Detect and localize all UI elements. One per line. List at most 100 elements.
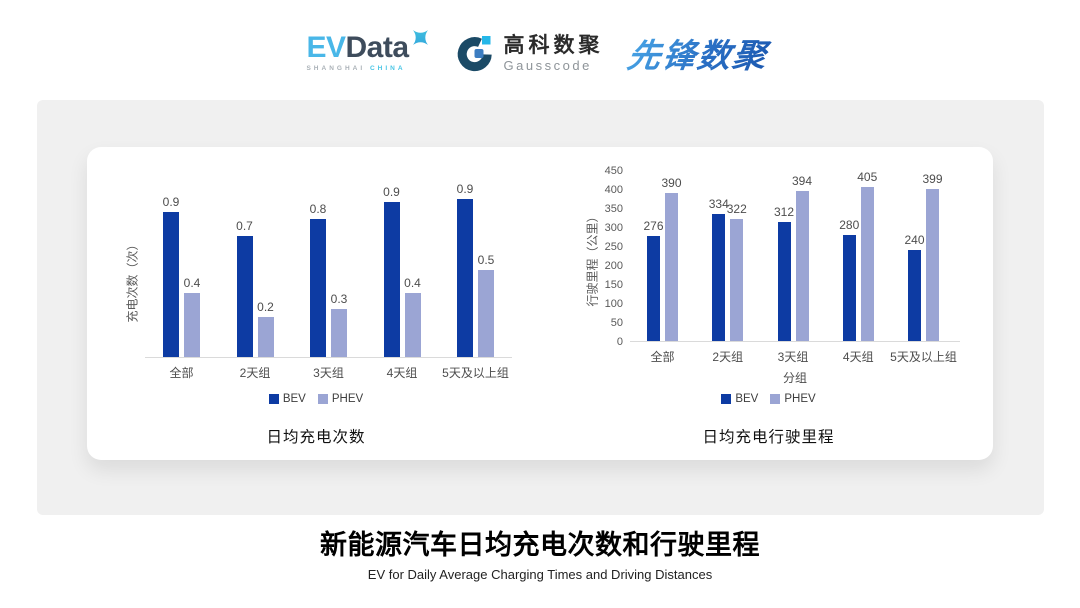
gausscode-en-text: Gausscode — [503, 57, 592, 73]
bar-group-4天组: 0.9 0.4 — [383, 185, 421, 357]
y-tick-label: 350 — [604, 203, 623, 215]
bar-value-label: 0.2 — [257, 300, 274, 314]
chart-caption: 日均充电行驶里程 — [702, 429, 835, 446]
bar-group-全部: 276 390 — [643, 171, 682, 341]
bar-bev-3天组: 0.8 — [310, 202, 326, 357]
plot-area: 276 390 334 322 312 394 280 405 240 399 — [630, 170, 960, 342]
g-ring-icon — [457, 36, 492, 72]
category-cell: 5天及以上组 — [442, 364, 509, 381]
gausscode-logo: 高科数聚 Gausscode — [455, 33, 604, 73]
category-cell: 3天组 — [310, 364, 347, 381]
legend-label-bev: BEV — [735, 393, 759, 405]
bar-value-label: 334 — [708, 197, 729, 211]
legend: BEV PHEV — [575, 393, 962, 405]
bar-value-label: 0.4 — [404, 276, 421, 290]
category-label: 3天组 — [313, 366, 344, 380]
y-tick-label: 100 — [604, 298, 623, 310]
category-label: 3天组 — [777, 350, 809, 364]
y-tick-label: 50 — [610, 317, 623, 329]
bar-group-全部: 0.9 0.4 — [163, 195, 201, 357]
evdata-subtext: SHANGHAI CHINA — [306, 66, 430, 73]
category-axis: 全部 2天组 3天组 4天组 5天及以上组 — [630, 348, 960, 365]
evdata-data-text: Data — [345, 31, 410, 65]
category-label: 4天组 — [842, 350, 874, 364]
bar-value-label: 0.9 — [383, 185, 400, 199]
y-tick-label: 300 — [604, 222, 623, 234]
legend-label-bev: BEV — [282, 393, 306, 405]
bar-group-3天组: 312 394 — [774, 171, 812, 341]
page-title: 新能源汽车日均充电次数和行驶里程 — [320, 530, 760, 560]
page-subtitle: EV for Daily Average Charging Times and … — [367, 567, 713, 582]
bar-value-label: 322 — [726, 202, 747, 216]
bar-value-label: 0.5 — [477, 253, 495, 267]
bar-phev-5天及以上组: 0.5 — [478, 253, 494, 357]
category-label: 4天组 — [386, 366, 418, 380]
category-label: 2天组 — [239, 366, 271, 380]
bar-value-label: 0.9 — [162, 195, 180, 209]
bar-value-label: 0.7 — [236, 219, 253, 233]
bar-value-label: 276 — [643, 219, 664, 233]
bar-group-5天及以上组: 0.9 0.5 — [457, 182, 494, 357]
legend-swatch-phev — [770, 394, 781, 404]
evdata-ev-text: EV — [306, 31, 346, 65]
bar-value-label: 0.4 — [183, 276, 201, 290]
y-tick-label: 450 — [604, 165, 623, 177]
bar-phev-3天组: 394 — [792, 174, 812, 341]
bar-value-label: 0.3 — [330, 292, 348, 306]
bar-group-2天组: 334 322 — [709, 171, 747, 341]
y-axis-label: 充电次数（次） — [125, 238, 140, 323]
category-cell: 2天组 — [712, 348, 743, 365]
category-label: 5天及以上组 — [890, 350, 957, 364]
bar-bev-全部: 0.9 — [163, 195, 179, 357]
category-label: 5天及以上组 — [442, 366, 509, 380]
bar-value-label: 280 — [839, 218, 860, 232]
bar-phev-2天组: 322 — [727, 202, 747, 341]
category-cell: 5天及以上组 — [890, 348, 957, 365]
category-cell: 4天组 — [384, 364, 421, 381]
bar-bev-全部: 276 — [643, 219, 664, 341]
category-cell: 3天组 — [778, 348, 809, 365]
bar-bev-4天组: 0.9 — [383, 185, 400, 357]
bar-value-label: 390 — [661, 176, 682, 190]
bar-group-3天组: 0.8 0.3 — [310, 197, 347, 357]
bar-value-label: 0.8 — [309, 202, 327, 216]
legend: BEV PHEV — [120, 393, 512, 405]
bar-bev-2天组: 0.7 — [236, 219, 253, 357]
y-tick-label: 250 — [604, 241, 623, 253]
evdata-wordmark: EV Data — [306, 30, 430, 65]
bar-bev-2天组: 334 — [709, 197, 729, 341]
chart-card: 充电次数（次） 0.9 0.4 0.7 0.2 0.8 0.3 0.9 0.4 0.9 0.5 全… — [87, 147, 993, 460]
plot-area: 0.9 0.4 0.7 0.2 0.8 0.3 0.9 0.4 0.9 0.5 — [145, 182, 512, 358]
legend-swatch-phev — [317, 394, 328, 404]
category-cell: 2天组 — [237, 364, 274, 381]
bar-group-4天组: 280 405 — [839, 170, 877, 341]
bar-value-label: 240 — [904, 233, 925, 247]
legend-item-bev: BEV — [721, 393, 758, 405]
sparkle-x-icon — [412, 30, 428, 46]
legend-label-phev: PHEV — [331, 393, 364, 405]
category-axis: 全部 2天组 3天组 4天组 5天及以上组 — [145, 364, 512, 381]
bar-value-label: 405 — [857, 170, 878, 184]
category-cell: 4天组 — [843, 348, 874, 365]
y-tick-label: 0 — [616, 336, 623, 348]
category-label: 全部 — [650, 350, 675, 364]
bar-phev-3天组: 0.3 — [331, 292, 347, 357]
y-tick-label: 150 — [604, 279, 623, 291]
gausscode-wordmark: 高科数聚 Gausscode — [504, 35, 604, 72]
bar-phev-全部: 390 — [661, 176, 682, 341]
bar-value-label: 0.9 — [456, 182, 474, 196]
bar-phev-4天组: 405 — [857, 170, 877, 341]
y-tick-label: 400 — [604, 184, 623, 196]
evdata-shanghai-text: SHANGHAI — [306, 65, 366, 73]
logo-header: EV Data SHANGHAI CHINA 高科数聚 Gausscode — [0, 22, 1080, 84]
category-label: 全部 — [169, 366, 194, 380]
chart-charging-times: 充电次数（次） 0.9 0.4 0.7 0.2 0.8 0.3 0.9 0.4 0.9 0.5 全… — [120, 171, 512, 453]
bar-bev-5天及以上组: 0.9 — [457, 182, 473, 357]
legend-swatch-bev — [268, 394, 279, 404]
gausscode-cn-text: 高科数聚 — [503, 33, 604, 57]
category-label: 2天组 — [712, 350, 744, 364]
x-axis-label: 分组 — [782, 371, 807, 385]
legend-swatch-bev — [721, 394, 732, 404]
evdata-china-text: CHINA — [369, 65, 406, 73]
